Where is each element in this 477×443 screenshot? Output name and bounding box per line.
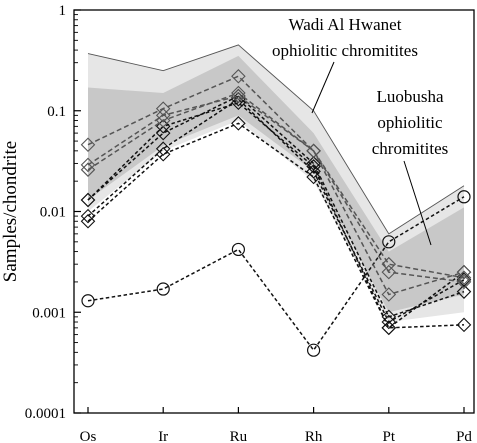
- x-tick-label: Rh: [305, 429, 323, 443]
- data-point: [381, 264, 397, 280]
- data-point: [306, 143, 321, 159]
- annotation-wadi-line1: Wadi Al Hwanet: [289, 15, 402, 34]
- data-point: [80, 157, 96, 173]
- data-point: [81, 294, 95, 308]
- x-tick-label: Pd: [456, 429, 472, 443]
- series-line-2: [87, 98, 465, 324]
- data-point: [231, 95, 246, 111]
- data-point: [231, 88, 246, 104]
- series-line-5: [87, 92, 465, 296]
- annotation-luobusha-line3: chromitites: [372, 139, 448, 158]
- data-point: [231, 242, 245, 257]
- data-point: [231, 68, 246, 84]
- series-line-0: [87, 196, 465, 352]
- y-axis-label: Samples/chondrite: [0, 141, 21, 282]
- y-tick-label: 0.001: [32, 305, 66, 321]
- data-point: [80, 213, 96, 229]
- data-point: [155, 141, 171, 156]
- data-point: [381, 309, 397, 325]
- data-point: [155, 108, 171, 123]
- data-point: [80, 208, 96, 224]
- data-point: [306, 169, 321, 185]
- series-line-1: [87, 122, 465, 329]
- data-point: [307, 343, 321, 357]
- annotation-wadi-leader: [311, 61, 335, 114]
- data-point: [381, 320, 397, 336]
- data-point: [456, 264, 472, 280]
- data-point: [156, 282, 170, 296]
- x-tick-label: Ir: [158, 429, 168, 443]
- data-point: [381, 287, 397, 302]
- y-axis-ticks: 0.0001 0.001 0.01 0.1 1: [25, 3, 81, 422]
- data-point: [231, 116, 246, 131]
- data-point: [155, 146, 171, 162]
- field-outline-0: [87, 44, 465, 235]
- y-tick-label: 0.1: [47, 104, 66, 120]
- data-point: [382, 235, 396, 249]
- data-point: [457, 190, 471, 204]
- data-point: [306, 156, 321, 171]
- x-tick-label: Ru: [230, 429, 248, 443]
- series-line-3: [87, 95, 465, 318]
- annotation-luobusha-line1: Luobusha: [376, 87, 444, 106]
- data-point: [80, 192, 96, 208]
- x-tick-label: Os: [80, 429, 97, 443]
- x-axis-ticks: Os Ir Ru Rh Pt Pd: [80, 407, 472, 443]
- annotations: Wadi Al Hwanet ophiolitic chromitites Luob…: [272, 15, 448, 246]
- data-point: [80, 137, 96, 153]
- reference-fields: [87, 44, 465, 323]
- annotation-wadi-line2: ophiolitic chromitites: [272, 41, 418, 60]
- series-line-6: [87, 95, 465, 283]
- y-tick-label: 0.01: [40, 205, 66, 221]
- data-point: [381, 256, 397, 272]
- x-tick-label: Pt: [383, 429, 396, 443]
- data-point: [155, 101, 171, 116]
- series-line-7: [87, 75, 465, 279]
- data-point: [456, 317, 472, 333]
- data-point: [456, 284, 472, 299]
- data-point: [306, 159, 321, 174]
- data-series: [80, 68, 472, 357]
- data-point: [456, 270, 472, 286]
- y-tick-label: 0.0001: [25, 406, 66, 422]
- field-area-1: [88, 55, 464, 313]
- data-point: [231, 85, 246, 101]
- annotation-luobusha-leader: [403, 160, 432, 246]
- data-point: [456, 272, 472, 288]
- annotation-luobusha-line2: ophiolitic: [377, 113, 443, 132]
- y-tick-label: 1: [59, 3, 67, 19]
